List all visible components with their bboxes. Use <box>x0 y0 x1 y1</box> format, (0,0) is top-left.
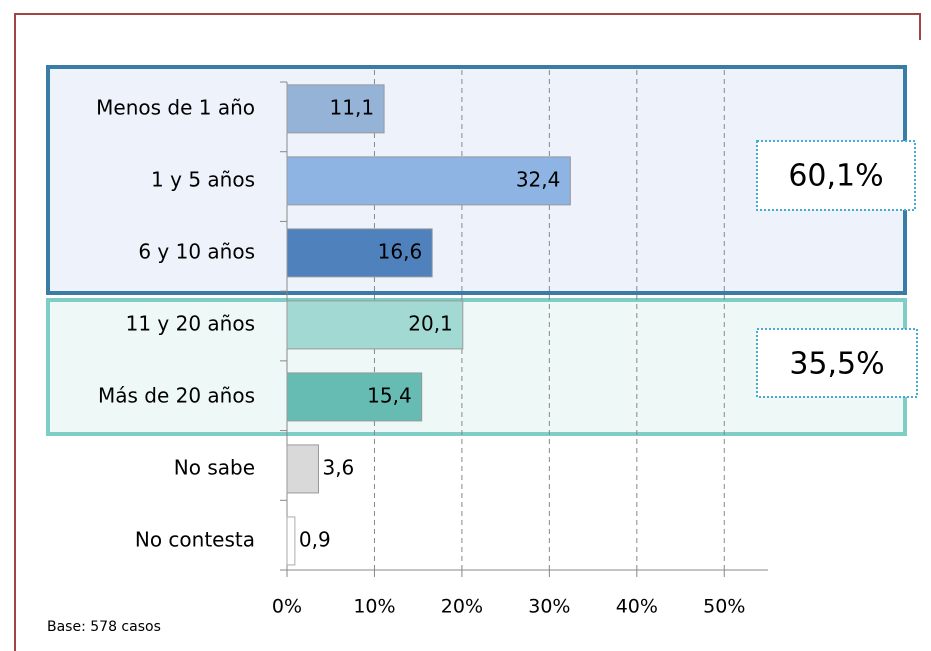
bar <box>286 444 319 494</box>
frame <box>14 13 921 651</box>
value-label: 20,1 <box>408 311 453 335</box>
y-tick-label: No contesta <box>135 527 255 551</box>
value-label: 16,6 <box>378 239 423 263</box>
x-tick-label: 0% <box>272 596 302 618</box>
bar <box>286 516 296 566</box>
x-tick-label: 40% <box>616 596 658 618</box>
y-tick-label: 11 y 20 años <box>126 311 255 335</box>
value-label: 32,4 <box>516 167 561 191</box>
value-label: 11,1 <box>330 95 375 119</box>
x-tick-label: 30% <box>528 596 570 618</box>
x-tick-label: 20% <box>441 596 483 618</box>
bar <box>286 300 464 350</box>
x-tick-label: 50% <box>703 596 745 618</box>
y-tick-label: 1 y 5 años <box>151 167 255 191</box>
bar <box>286 372 423 422</box>
annotation: 35,5% <box>789 347 884 382</box>
y-tick-label: No sabe <box>174 455 255 479</box>
bar <box>286 228 433 278</box>
note: Base: 578 casos <box>47 619 161 635</box>
annotation-box <box>756 328 918 398</box>
x-tick-label: 10% <box>353 596 395 618</box>
value-label: 15,4 <box>367 383 412 407</box>
y-tick-label: Más de 20 años <box>98 383 255 407</box>
y-tick-label: 6 y 10 años <box>138 239 255 263</box>
value-label: 3,6 <box>322 455 354 479</box>
bar <box>286 84 385 134</box>
annotation-box <box>756 140 916 211</box>
annotation: 60,1% <box>788 159 883 194</box>
value-label: 0,9 <box>299 527 331 551</box>
y-tick-label: Menos de 1 año <box>96 95 255 119</box>
bar <box>286 156 571 206</box>
